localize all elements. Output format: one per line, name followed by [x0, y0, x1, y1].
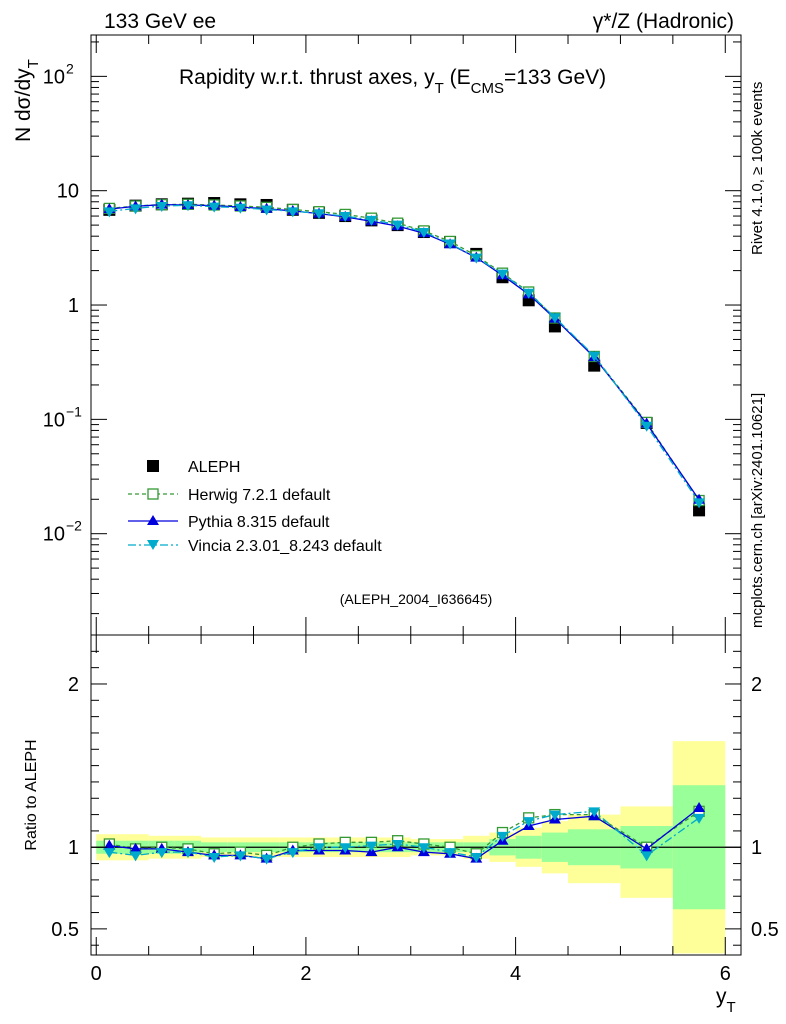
legend-entry-aleph: ALEPH	[147, 459, 240, 476]
legend-label-aleph: ALEPH	[188, 459, 240, 476]
main-point-vincia	[693, 498, 706, 509]
main-ytick-label: 10	[43, 66, 65, 88]
chart-title: Rapidity w.r.t. thrust axes, yT (ECMS=13…	[179, 66, 606, 97]
main-line-pythia	[109, 203, 700, 501]
main-ytick-label: 10	[57, 181, 79, 203]
ratio-point-vincia	[496, 831, 509, 842]
main-point-vincia	[286, 207, 299, 218]
main-point-vincia	[234, 203, 247, 214]
mcplots-text: mcplots.cern.ch [arXiv:2401.10621]	[749, 393, 766, 628]
legend-marker-herwig	[147, 488, 159, 500]
ratio-line-vincia	[109, 810, 700, 860]
ratio-xlabel: yT	[716, 985, 736, 1016]
main-point-vincia	[129, 204, 142, 215]
ratio-point-vincia	[693, 813, 706, 824]
ratio-frame	[90, 634, 742, 956]
analysis-tag: (ALEPH_2004_I636645)	[340, 591, 493, 607]
ratio-point-vincia	[260, 854, 273, 865]
main-point-vincia	[588, 351, 601, 362]
ratio-ytick-label-right: 2	[751, 674, 762, 696]
ratio-point-vincia	[208, 853, 221, 864]
ratio-point-vincia	[365, 841, 378, 852]
main-point-vincia	[417, 228, 430, 239]
main-point-aleph	[693, 504, 706, 517]
ratio-ytick-label: 0.5	[51, 919, 79, 941]
main-point-vincia	[548, 313, 561, 324]
ratio-point-vincia	[417, 843, 430, 854]
ratio-point-vincia	[640, 851, 653, 862]
ratio-point-vincia	[129, 851, 142, 862]
ratio-point-vincia	[155, 848, 168, 859]
ratio-point-vincia	[444, 848, 457, 859]
main-point-vincia	[496, 269, 509, 280]
main-point-vincia	[181, 201, 194, 212]
main-point-vincia	[470, 253, 483, 264]
ratio-point-vincia	[470, 853, 483, 864]
header-left: 133 GeV ee	[104, 10, 216, 33]
main-point-aleph	[588, 359, 601, 372]
legend-entry-vincia: Vincia 2.3.01_8.243 default	[128, 538, 382, 555]
main-line-herwig	[109, 203, 700, 501]
main-point-vincia	[339, 212, 352, 223]
main-ytick-exponent: −1	[66, 403, 82, 419]
ratio-ytick-label: 1	[68, 837, 79, 859]
main-point-vincia	[391, 220, 404, 231]
ratio-xtick-label: 0	[91, 963, 102, 985]
main-ytick-exponent: −2	[66, 518, 82, 534]
legend-entry-pythia: Pythia 8.315 default	[128, 514, 330, 531]
main-point-vincia	[640, 421, 653, 432]
main-point-vincia	[208, 202, 221, 213]
ratio-point-vincia	[339, 843, 352, 854]
ratio-point-pythia	[640, 842, 653, 853]
main-ytick-label: 10	[43, 524, 65, 546]
main-point-vincia	[103, 207, 116, 218]
legend-label-vincia: Vincia 2.3.01_8.243 default	[188, 538, 382, 555]
ratio-point-vincia	[588, 807, 601, 818]
main-point-vincia	[313, 209, 326, 220]
main-ytick-label: 1	[68, 295, 79, 317]
ratio-point-vincia	[286, 848, 299, 859]
rivet-text: Rivet 4.1.0, ≥ 100k events	[749, 82, 766, 255]
ratio-point-vincia	[181, 848, 194, 859]
ratio-ytick-label: 2	[68, 674, 79, 696]
main-ytick-label: 10	[43, 409, 65, 431]
main-ylabel: N dσ/dyT	[12, 59, 42, 142]
ratio-point-vincia	[103, 848, 116, 859]
ratio-point-pythia	[693, 802, 706, 813]
ratio-panel: 0.5 0.5 1 1 2 2 0 2 4 6 Ratio to ALEPH yT	[23, 634, 779, 1016]
legend-label-pythia: Pythia 8.315 default	[188, 514, 330, 531]
main-point-vincia	[155, 201, 168, 212]
ratio-point-vincia	[313, 843, 326, 854]
legend: ALEPH Herwig 7.2.1 default Pythia 8.315 …	[128, 459, 382, 555]
main-line-vincia	[109, 204, 700, 503]
ratio-point-vincia	[391, 839, 404, 850]
legend-marker-vincia	[147, 540, 159, 550]
ratio-ytick-label-right: 0.5	[751, 919, 779, 941]
legend-entry-herwig: Herwig 7.2.1 default	[128, 487, 331, 504]
main-point-vincia	[522, 288, 535, 299]
ratio-xtick-label: 6	[720, 963, 731, 985]
legend-label-herwig: Herwig 7.2.1 default	[188, 487, 331, 504]
ratio-point-vincia	[522, 817, 535, 828]
ratio-point-vincia	[548, 810, 561, 821]
header-right: γ*/Z (Hadronic)	[593, 10, 734, 33]
main-point-vincia	[365, 215, 378, 226]
ratio-ylabel: Ratio to ALEPH	[23, 739, 40, 850]
ratio-xtick-label: 2	[300, 963, 311, 985]
main-ytick-exponent: 2	[66, 60, 74, 76]
ratio-ytick-label-right: 1	[751, 837, 762, 859]
ratio-point-pythia	[129, 842, 142, 853]
main-point-vincia	[260, 205, 273, 216]
legend-marker-aleph	[147, 460, 159, 472]
ratio-xtick-label: 4	[510, 963, 521, 985]
main-point-vincia	[444, 239, 457, 250]
ratio-point-vincia	[234, 851, 247, 862]
legend-marker-pythia	[147, 515, 159, 525]
